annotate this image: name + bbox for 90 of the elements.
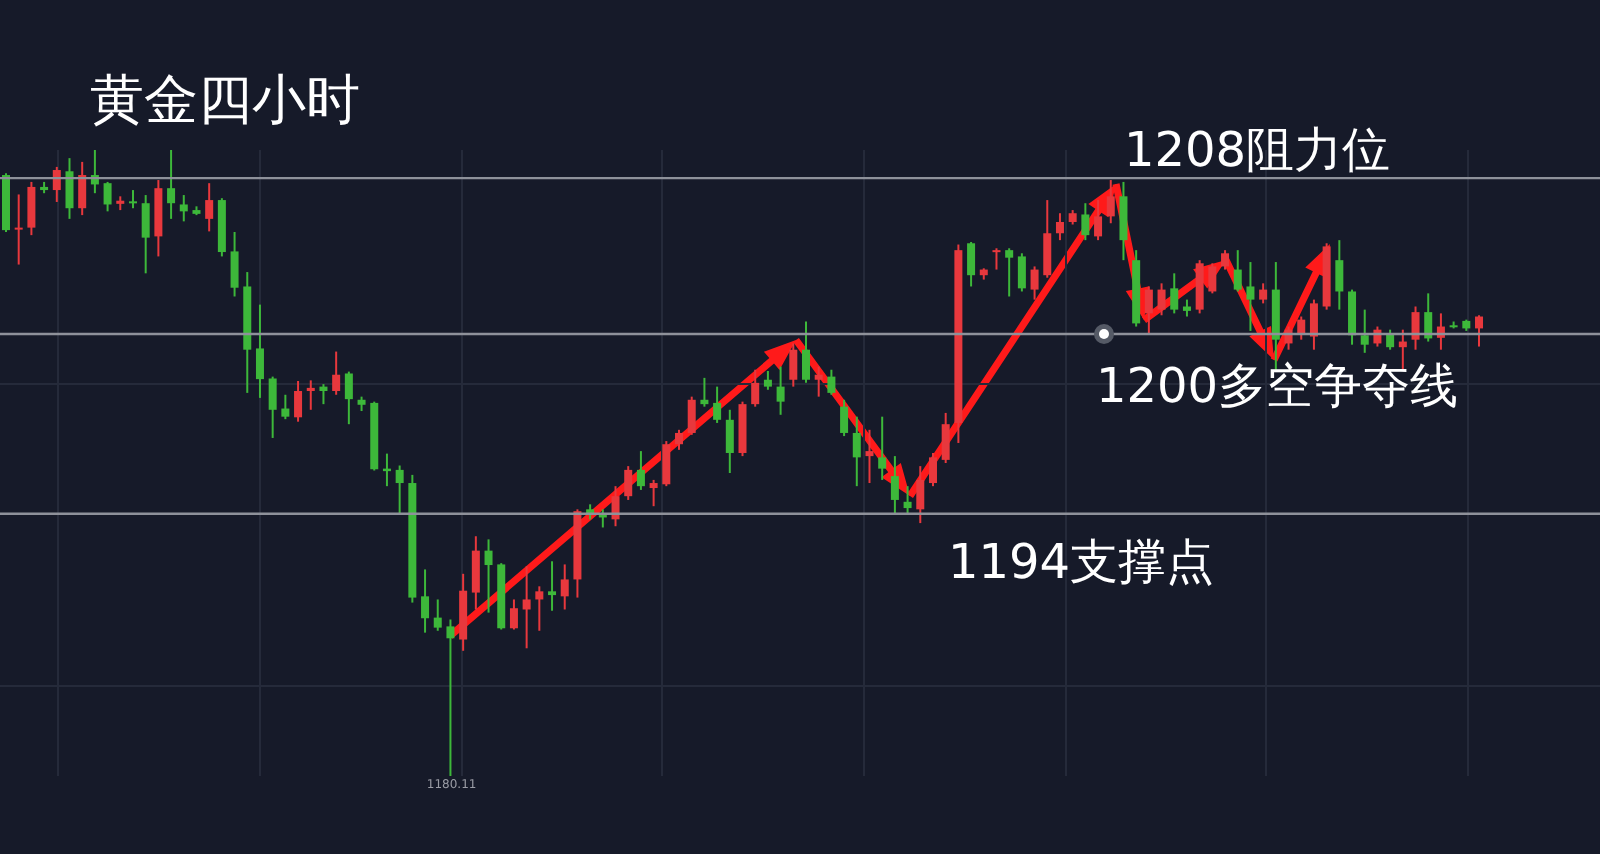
candlestick	[624, 465, 633, 501]
candlestick	[433, 598, 442, 632]
candlestick	[1195, 259, 1204, 315]
candlestick	[560, 563, 569, 611]
candlestick	[967, 241, 976, 288]
candlestick	[1233, 249, 1242, 293]
candlestick	[344, 370, 353, 426]
candlestick	[814, 365, 823, 398]
candlestick	[992, 247, 1001, 271]
candlestick	[509, 598, 518, 631]
candlestick	[548, 560, 557, 612]
candlestick	[421, 568, 430, 634]
candlestick	[522, 565, 531, 650]
candlestick	[319, 383, 328, 406]
candlestick	[1106, 179, 1115, 225]
candlestick	[1411, 305, 1420, 351]
candlestick	[751, 368, 760, 408]
candlestick	[141, 194, 150, 275]
candlestick	[1055, 212, 1064, 242]
candlestick	[789, 342, 798, 388]
candlestick	[1017, 252, 1026, 293]
candlestick	[1335, 239, 1344, 311]
candlestick	[484, 538, 493, 614]
candlestick	[78, 160, 87, 217]
candlestick	[1424, 292, 1433, 343]
candlestick	[1119, 180, 1128, 262]
ref-line-label: 1208阻力位	[1124, 122, 1391, 179]
candlestick	[802, 320, 810, 384]
candlestick	[662, 440, 671, 488]
candlestick	[1170, 272, 1179, 315]
candlestick	[1221, 249, 1230, 271]
candlestick	[1030, 265, 1039, 301]
candlestick	[1360, 308, 1369, 354]
candlestick	[636, 450, 645, 491]
candlestick	[1081, 202, 1090, 242]
candlestick	[1157, 282, 1166, 317]
candlestick	[179, 194, 188, 223]
candlestick	[941, 411, 950, 464]
candlestick	[1309, 298, 1318, 351]
candlestick	[1246, 261, 1255, 332]
candlestick	[675, 428, 684, 451]
candlestick	[916, 465, 925, 525]
candlestick	[1144, 285, 1153, 335]
candlestick	[1386, 328, 1395, 351]
candlestick	[840, 398, 849, 438]
candlestick	[230, 231, 239, 298]
candlestick	[14, 193, 23, 266]
candlestick	[1348, 288, 1357, 346]
candlestick	[1208, 262, 1217, 295]
candlestick	[687, 395, 696, 436]
candlestick	[52, 165, 61, 203]
candlestick	[1094, 199, 1103, 242]
candlestick	[128, 189, 137, 210]
candlestick	[205, 182, 214, 233]
candlestick	[535, 585, 544, 632]
candlestick	[611, 485, 620, 528]
candlestick	[1043, 199, 1052, 279]
candlestick	[700, 376, 709, 408]
candlestick	[890, 455, 899, 516]
candlestick	[65, 157, 74, 220]
candlestick	[1297, 315, 1306, 341]
candlestick	[928, 451, 937, 488]
ref-line-label: 1194支撑点	[948, 533, 1215, 590]
candlestick	[332, 350, 341, 396]
candlestick	[471, 535, 480, 611]
candlestick	[878, 415, 887, 481]
candlestick	[852, 415, 861, 488]
candlestick	[294, 379, 303, 423]
chart-title: 黄金四小时	[90, 68, 360, 136]
candlestick	[725, 408, 734, 475]
candlestick	[281, 393, 290, 421]
candlestick	[268, 375, 277, 439]
candlestick	[255, 303, 264, 399]
candlestick	[27, 180, 36, 237]
ref-line-label: 1200多空争夺线	[1096, 358, 1459, 415]
candlestick	[903, 485, 912, 516]
candlestick	[395, 464, 404, 516]
candlestick	[827, 368, 836, 396]
candlestick	[446, 618, 455, 776]
candlestick	[1475, 314, 1484, 348]
candlestick	[776, 365, 785, 416]
candlestick	[167, 150, 176, 220]
candlestick	[713, 385, 722, 424]
candlestick	[649, 478, 658, 508]
candlestick	[763, 369, 772, 391]
candlestick	[1005, 247, 1014, 298]
candlestick	[1259, 282, 1268, 305]
candlestick	[306, 379, 315, 411]
candlestick	[865, 428, 874, 485]
candlestick	[103, 180, 112, 213]
